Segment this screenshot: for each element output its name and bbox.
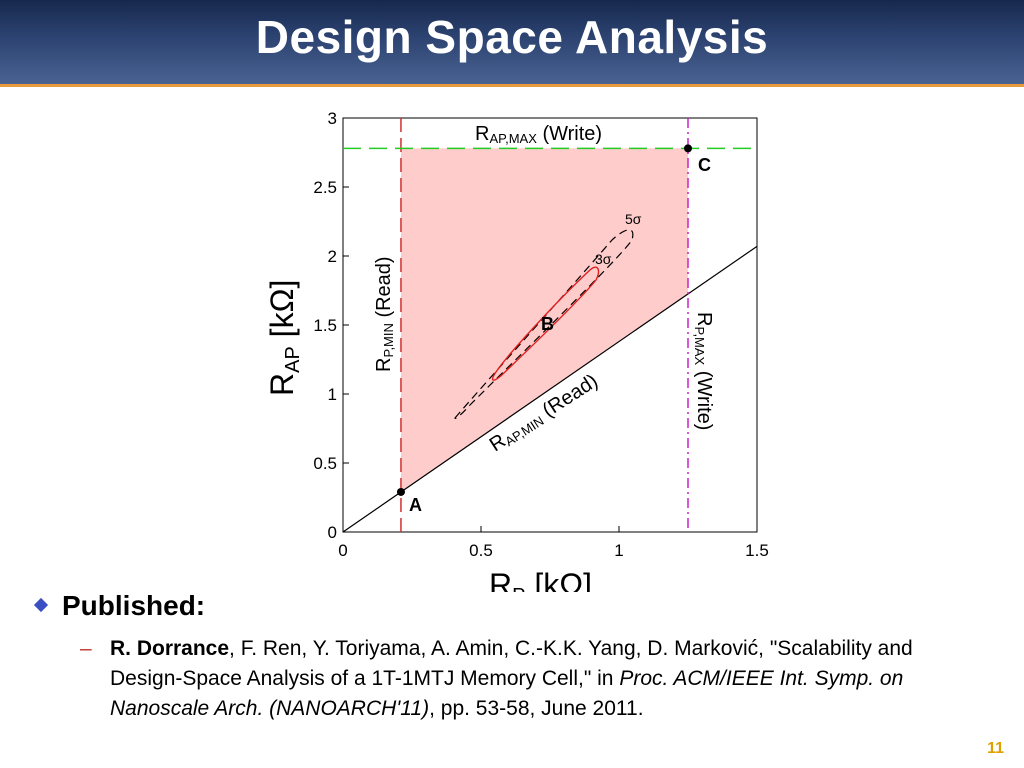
page-number: 11 <box>987 740 1004 757</box>
sigma3-label: 3σ <box>595 251 612 267</box>
y-tick-label: 3 <box>328 109 337 128</box>
bullet-published: Published: <box>30 590 1000 622</box>
reference-first-author: R. Dorrance <box>110 637 230 660</box>
sigma3-contour <box>491 266 600 381</box>
rap-max-label: RAP,MAX (Write) <box>475 123 602 146</box>
point-a-marker <box>396 487 405 496</box>
reference-title: "Scalability and Design-Space Analysis o… <box>110 637 913 690</box>
point-c-marker <box>684 144 692 153</box>
design-region <box>400 148 688 493</box>
reference-venue: Proc. ACM/IEEE Int. Symp. on Nanoscale A… <box>110 667 904 720</box>
x-tick-label: 0 <box>338 541 347 560</box>
bullet-diamond-icon <box>33 597 49 613</box>
reference-authors: , F. Ren, Y. Toriyama, A. Amin, C.-K.K. … <box>229 637 770 660</box>
reference-text: R. Dorrance, F. Ren, Y. Toriyama, A. Ami… <box>110 634 990 724</box>
x-tick-label: 1 <box>614 541 623 560</box>
rp-max-label: RP,MAX (Write) <box>692 312 715 430</box>
y-tick-label: 0 <box>328 523 337 542</box>
y-tick-label: 2 <box>328 247 337 266</box>
y-axis-title: RAP [kΩ] <box>264 280 304 396</box>
point-a-label: A <box>409 495 422 515</box>
point-b-label: B <box>541 314 554 334</box>
bullet-list: Published: – R. Dorrance, F. Ren, Y. Tor… <box>30 590 1000 720</box>
point-c-label: C <box>698 155 711 175</box>
slide-title: Design Space Analysis <box>255 11 769 63</box>
sigma5-label: 5σ <box>625 211 642 227</box>
title-bar <box>0 0 1024 84</box>
x-tick-label: 0.5 <box>469 541 493 560</box>
y-axis-ticks: 0 0.5 1 1.5 2 2.5 3 <box>313 109 349 542</box>
y-tick-label: 1.5 <box>313 316 337 335</box>
y-tick-label: 0.5 <box>313 454 337 473</box>
reference-pages-date: , pp. 53-58, June 2011. <box>429 697 644 720</box>
y-tick-label: 2.5 <box>313 178 337 197</box>
reference-dash: – <box>80 637 92 660</box>
reference-item: – R. Dorrance, F. Ren, Y. Toriyama, A. A… <box>80 634 990 724</box>
y-tick-label: 1 <box>328 385 337 404</box>
x-axis-ticks: 0 0.5 1 1.5 <box>338 526 769 560</box>
sigma5-contour <box>454 229 634 419</box>
rp-min-label: RP,MIN (Read) <box>373 256 396 372</box>
x-axis-title: RP [kΩ] <box>489 567 592 592</box>
title-divider <box>0 84 1024 87</box>
bullet-heading: Published: <box>62 590 206 621</box>
design-space-plot: 0 0.5 1 1.5 0 0.5 1 1.5 2 2.5 3 A B C 5σ 3σ RAP,M… <box>264 109 769 592</box>
x-tick-label: 1.5 <box>745 541 769 560</box>
